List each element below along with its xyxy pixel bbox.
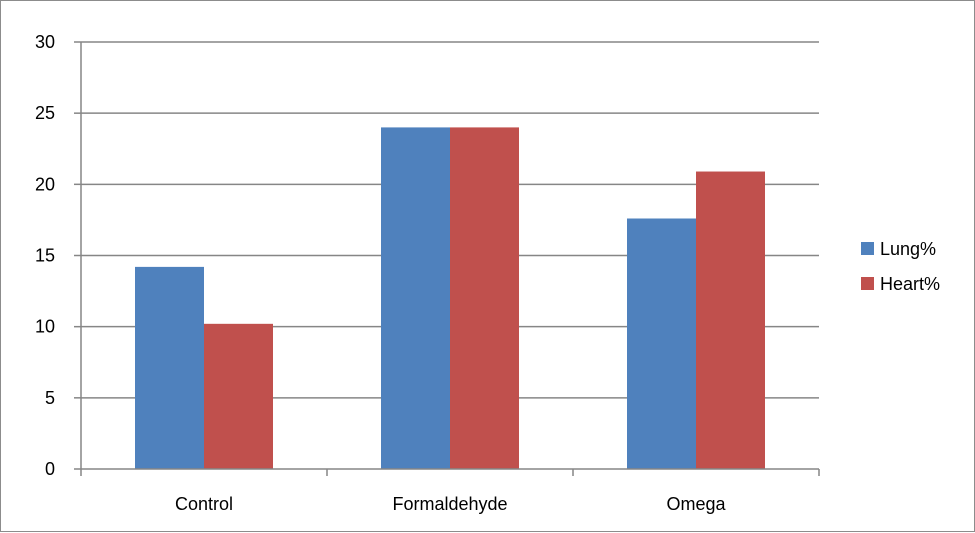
bars bbox=[135, 127, 765, 470]
bar-lung-control bbox=[135, 266, 204, 469]
legend: Lung% Heart% bbox=[861, 239, 940, 294]
bar-heart-control bbox=[204, 323, 273, 469]
legend-label: Heart% bbox=[880, 274, 940, 294]
y-tick-label: 15 bbox=[35, 246, 55, 266]
bar-heart-formaldehyde bbox=[450, 127, 519, 470]
y-tick-label: 0 bbox=[45, 459, 55, 479]
legend-swatch bbox=[861, 277, 874, 290]
x-tick-label: Formaldehyde bbox=[392, 494, 507, 514]
legend-swatch bbox=[861, 242, 874, 255]
x-tick-label: Omega bbox=[666, 494, 726, 514]
bar-heart-omega bbox=[696, 171, 765, 470]
y-tick-label: 30 bbox=[35, 32, 55, 52]
bar-lung-formaldehyde bbox=[381, 127, 450, 470]
legend-label: Lung% bbox=[880, 239, 936, 259]
y-tick-label: 25 bbox=[35, 103, 55, 123]
y-tick-label: 5 bbox=[45, 388, 55, 408]
x-tick-label: Control bbox=[175, 494, 233, 514]
bar-lung-omega bbox=[627, 218, 696, 469]
y-tick-label: 10 bbox=[35, 317, 55, 337]
y-tick-label: 20 bbox=[35, 174, 55, 194]
